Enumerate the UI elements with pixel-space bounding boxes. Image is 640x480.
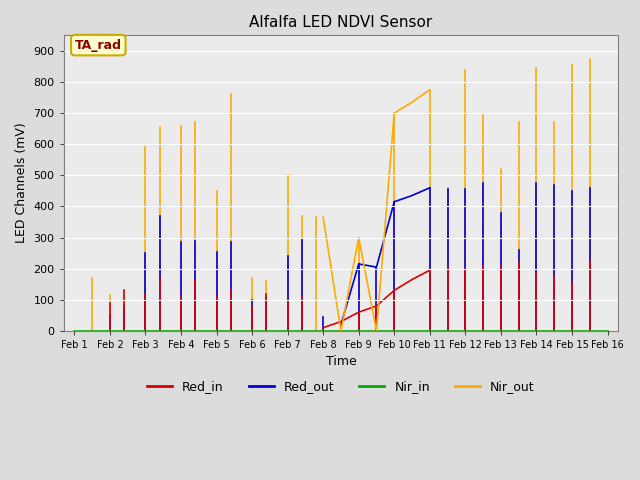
Red_in: [426, 328, 434, 334]
Red_out: [372, 328, 380, 334]
Red_in: [550, 274, 558, 279]
Red_in: [106, 328, 114, 334]
Y-axis label: LED Channels (mV): LED Channels (mV): [15, 123, 28, 243]
Red_out: [550, 182, 558, 188]
Legend: Red_in, Red_out, Nir_in, Nir_out: Red_in, Red_out, Nir_in, Nir_out: [142, 375, 540, 398]
Red_out: [479, 328, 487, 334]
Title: Alfalfa LED NDVI Sensor: Alfalfa LED NDVI Sensor: [250, 15, 433, 30]
Text: TA_rad: TA_rad: [75, 38, 122, 52]
Red_in: [515, 328, 522, 334]
Red_out: [515, 328, 522, 334]
Red_in: [372, 328, 380, 334]
Red_out: [426, 328, 434, 334]
Red_in: [532, 270, 540, 276]
Nir_out: [284, 172, 291, 178]
Nir_out: [120, 328, 128, 334]
X-axis label: Time: Time: [326, 355, 356, 369]
Nir_out: [312, 215, 320, 220]
Red_out: [106, 328, 114, 334]
Red_out: [532, 180, 540, 186]
Red_in: [479, 328, 487, 334]
Line: Red_in: Red_in: [110, 261, 589, 331]
Line: Nir_out: Nir_out: [92, 59, 589, 331]
Nir_out: [88, 328, 96, 334]
Line: Red_out: Red_out: [110, 183, 589, 331]
